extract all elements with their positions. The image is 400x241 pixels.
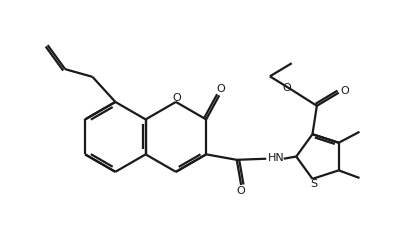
Text: O: O bbox=[173, 93, 181, 103]
Text: O: O bbox=[282, 83, 291, 93]
Text: O: O bbox=[216, 84, 225, 94]
Text: O: O bbox=[341, 86, 350, 95]
Text: HN: HN bbox=[268, 153, 284, 163]
Text: O: O bbox=[237, 187, 246, 196]
Text: S: S bbox=[310, 179, 317, 189]
